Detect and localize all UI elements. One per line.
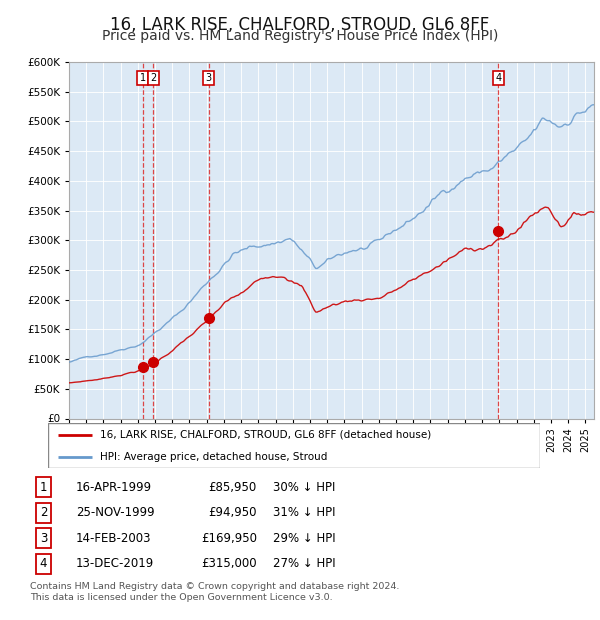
Text: 16, LARK RISE, CHALFORD, STROUD, GL6 8FF (detached house): 16, LARK RISE, CHALFORD, STROUD, GL6 8FF…	[100, 430, 431, 440]
Text: 31% ↓ HPI: 31% ↓ HPI	[273, 506, 335, 519]
Text: £94,950: £94,950	[208, 506, 257, 519]
FancyBboxPatch shape	[48, 423, 540, 468]
Text: 16, LARK RISE, CHALFORD, STROUD, GL6 8FF: 16, LARK RISE, CHALFORD, STROUD, GL6 8FF	[110, 16, 490, 33]
Text: 16-APR-1999: 16-APR-1999	[76, 480, 152, 494]
Text: 25-NOV-1999: 25-NOV-1999	[76, 506, 155, 519]
Text: 4: 4	[40, 557, 47, 570]
Text: Price paid vs. HM Land Registry's House Price Index (HPI): Price paid vs. HM Land Registry's House …	[102, 29, 498, 43]
Text: 1: 1	[140, 73, 146, 83]
Text: £315,000: £315,000	[201, 557, 257, 570]
Text: 1: 1	[40, 480, 47, 494]
Text: 27% ↓ HPI: 27% ↓ HPI	[273, 557, 335, 570]
Text: HPI: Average price, detached house, Stroud: HPI: Average price, detached house, Stro…	[100, 452, 327, 462]
Text: 3: 3	[40, 532, 47, 545]
Text: £85,950: £85,950	[209, 480, 257, 494]
Text: 14-FEB-2003: 14-FEB-2003	[76, 532, 151, 545]
Text: 13-DEC-2019: 13-DEC-2019	[76, 557, 154, 570]
Text: 2: 2	[40, 506, 47, 519]
Text: £169,950: £169,950	[201, 532, 257, 545]
Text: 30% ↓ HPI: 30% ↓ HPI	[273, 480, 335, 494]
Text: 4: 4	[496, 73, 502, 83]
Text: 29% ↓ HPI: 29% ↓ HPI	[273, 532, 335, 545]
Text: 2: 2	[150, 73, 157, 83]
Text: 3: 3	[206, 73, 212, 83]
Text: Contains HM Land Registry data © Crown copyright and database right 2024.
This d: Contains HM Land Registry data © Crown c…	[30, 582, 400, 603]
